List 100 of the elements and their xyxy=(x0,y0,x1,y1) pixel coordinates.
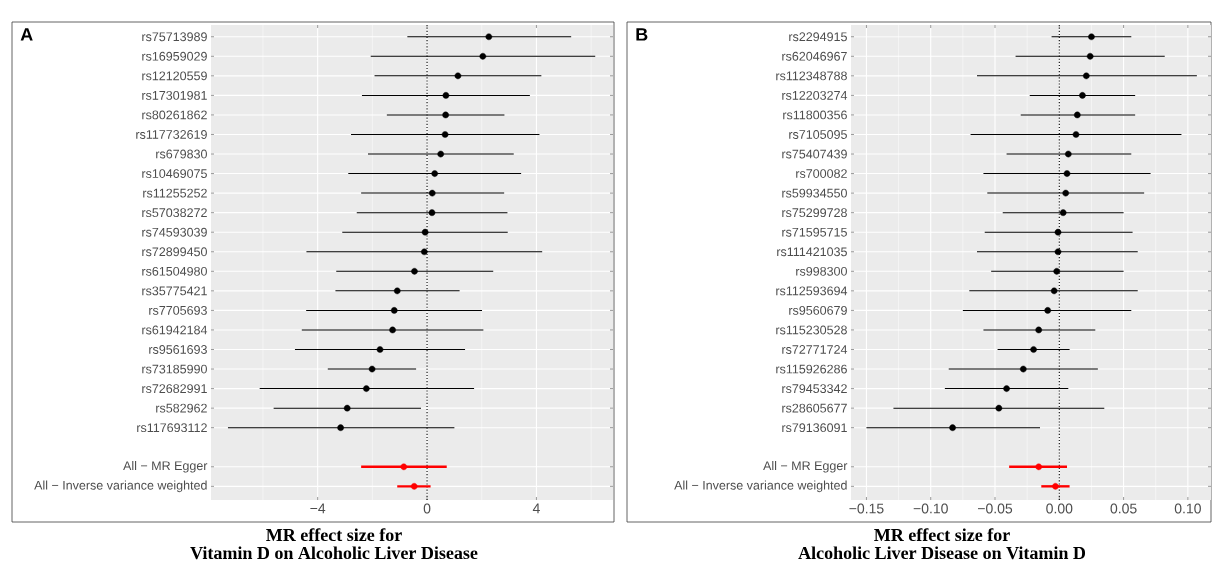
point xyxy=(337,424,344,431)
point xyxy=(1035,463,1043,471)
y-tick-label: rs62046967 xyxy=(782,51,847,61)
y-tick-label: rs12203274 xyxy=(782,90,848,100)
y-tick-label: rs7105095 xyxy=(789,130,847,139)
point xyxy=(1053,268,1061,275)
point xyxy=(428,189,436,197)
point xyxy=(431,170,438,177)
text: A xyxy=(20,28,33,41)
point xyxy=(411,268,418,275)
y-tick-label: rs72899450 xyxy=(142,247,207,257)
x-tick-label: 0.00 xyxy=(1046,503,1073,514)
y-tick-label: rs112348788 xyxy=(776,71,847,81)
point xyxy=(421,228,429,236)
y-tick-label: All − Inverse variance weighted xyxy=(674,480,847,493)
y-tick-label: rs998300 xyxy=(796,266,847,276)
y-tick-label: rs11800356 xyxy=(783,110,847,120)
point xyxy=(389,326,396,334)
x-tick-label: −0.15 xyxy=(849,503,884,514)
y-tick-label: rs61942184 xyxy=(142,325,208,335)
point xyxy=(1079,92,1086,99)
point xyxy=(1065,150,1072,158)
y-tick-label: rs79453342 xyxy=(782,384,847,394)
y-tick-label: rs10469075 xyxy=(142,169,207,178)
point xyxy=(1054,248,1062,256)
y-tick-label: rs679830 xyxy=(156,149,207,159)
point xyxy=(1073,111,1081,119)
y-tick-label: rs80261862 xyxy=(142,110,207,120)
y-tick-label: rs57038272 xyxy=(142,208,207,218)
point xyxy=(1083,72,1090,80)
x-tick-label: 4 xyxy=(532,503,540,514)
point xyxy=(1020,365,1027,373)
text: B xyxy=(636,28,648,41)
point xyxy=(1030,346,1037,353)
point xyxy=(393,287,401,295)
y-tick-label: rs117693112 xyxy=(137,423,207,433)
point xyxy=(454,72,462,80)
y-tick-label: rs75299728 xyxy=(782,208,847,218)
point xyxy=(1044,307,1052,314)
point xyxy=(441,131,449,138)
y-tick-label: rs115230528 xyxy=(776,325,847,335)
y-tick-label: rs9561693 xyxy=(149,345,207,354)
y-tick-label: rs35775421 xyxy=(142,286,207,296)
point xyxy=(442,92,450,99)
y-tick-label: rs7705693 xyxy=(149,305,207,315)
point xyxy=(437,150,445,158)
y-tick-label: rs117732619 xyxy=(136,130,207,139)
point xyxy=(1088,33,1095,41)
y-tick-label: rs75713989 xyxy=(142,32,207,42)
point xyxy=(421,248,428,256)
point xyxy=(410,483,418,490)
point xyxy=(1086,52,1094,60)
y-tick-label: rs582962 xyxy=(156,403,207,413)
point xyxy=(368,365,376,373)
y-tick-label: rs2294915 xyxy=(789,32,847,42)
y-tick-label: rs111421035 xyxy=(777,247,847,257)
point xyxy=(1062,189,1070,197)
x-tick-label: −0.10 xyxy=(913,503,948,514)
point xyxy=(1054,228,1062,236)
y-tick-label: All − Inverse variance weighted xyxy=(34,480,207,493)
point xyxy=(1052,483,1059,490)
x-tick-label: −4 xyxy=(310,503,326,514)
point xyxy=(995,404,1003,412)
y-tick-label: rs74593039 xyxy=(142,227,207,237)
point xyxy=(479,52,487,60)
point xyxy=(1063,170,1071,177)
point xyxy=(343,404,351,412)
point xyxy=(390,307,398,314)
point xyxy=(485,33,493,41)
x-tick-label: −0.05 xyxy=(977,503,1013,514)
point xyxy=(1072,131,1080,138)
point xyxy=(363,385,370,392)
x-tick-label: 0.05 xyxy=(1110,503,1137,514)
point xyxy=(400,463,408,471)
y-tick-label: rs700082 xyxy=(796,169,847,178)
y-tick-label: rs9560679 xyxy=(789,305,847,315)
y-tick-label: rs112593694 xyxy=(776,286,848,296)
y-tick-label: rs59934550 xyxy=(782,188,847,198)
y-tick-label: rs71595715 xyxy=(782,227,847,237)
y-tick-label: rs16959029 xyxy=(142,51,207,61)
y-tick-label: All − MR Egger xyxy=(123,460,208,473)
x-axis-title: MR effect size for Alcoholic Liver Disease on Vitamin D xyxy=(798,528,1086,560)
x-axis-title: MR effect size for Vitamin D on Alcoholic Liver Disease xyxy=(190,528,478,560)
y-tick-label: rs72771724 xyxy=(782,345,848,354)
point xyxy=(1059,209,1067,216)
y-tick-label: rs75407439 xyxy=(782,149,847,159)
y-tick-label: rs115926286 xyxy=(776,364,847,374)
y-tick-label: rs17301981 xyxy=(142,90,207,100)
y-tick-label: rs72682991 xyxy=(142,384,207,394)
x-tick-label: 0.10 xyxy=(1174,503,1201,514)
y-tick-label: rs12120559 xyxy=(142,71,207,81)
point xyxy=(428,209,436,216)
point xyxy=(376,346,384,353)
y-tick-label: rs11255252 xyxy=(143,188,207,198)
x-tick-label: 0 xyxy=(423,503,431,514)
point xyxy=(1050,287,1058,295)
point xyxy=(1003,385,1010,392)
y-tick-label: rs73185990 xyxy=(142,364,207,374)
y-tick-label: rs79136091 xyxy=(782,423,847,433)
y-tick-label: rs61504980 xyxy=(142,266,207,276)
